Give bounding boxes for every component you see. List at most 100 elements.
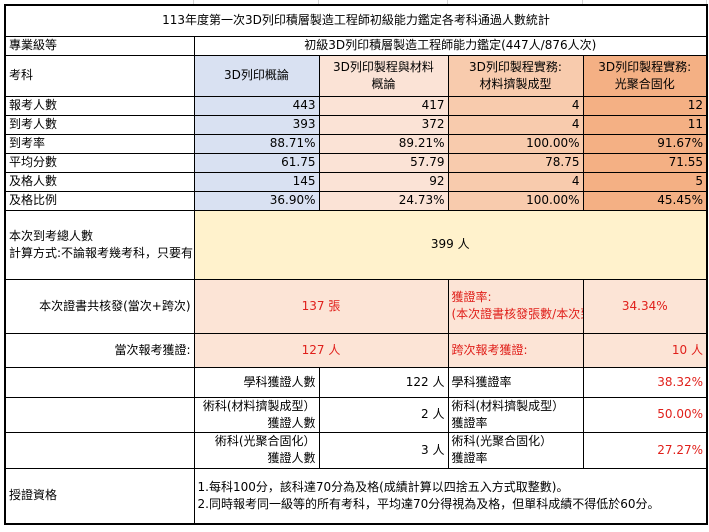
certificate-rate-title: 獲證率:: [451, 290, 492, 304]
stats-row-registered: 報考人數 443 417 4 12: [4, 95, 708, 116]
certificate-rate-value: 34.34%: [582, 278, 708, 334]
certificate-rate-label: 獲證率: (本次證書核發張數/本次到考總人數): [447, 278, 584, 334]
cell-value: 24.73%: [318, 190, 449, 211]
empty-cell: [4, 396, 195, 433]
level-label: 專業級等: [4, 35, 195, 56]
subject-header-row: 考科 3D列印概論 3D列印製程與材料 概論 3D列印製程實務: 材料擠製成型 …: [4, 54, 708, 97]
empty-cell: [4, 366, 195, 398]
rate-label-line1: 術科(光聚合固化）: [451, 434, 553, 448]
subject-3-name-line1: 3D列印製程實務:: [469, 59, 562, 74]
statistics-table: 113年度第一次3D列印積層製造工程師初級能力鑑定各考科通過人數統計 專業級等 …: [4, 4, 709, 525]
cell-value: 5: [582, 171, 708, 192]
rate-label-line1: 術科(材料擠製成型）: [451, 398, 565, 413]
row-label: 及格人數: [4, 171, 195, 192]
row-label: 平均分數: [4, 152, 195, 173]
rate-label-text: 學科獲證率: [451, 374, 512, 389]
total-attendance-value: 399 人: [193, 209, 708, 280]
row-label: 報考人數: [4, 95, 195, 116]
cell-value: 417: [318, 95, 449, 116]
total-attendance-row: 本次到考總人數 計算方式:不論報考幾考科，只要有1考科到考，即算到考。報2考科，…: [4, 209, 708, 280]
level-row: 專業級等 初級3D列印積層製造工程師能力鑑定(447人/876人次): [4, 35, 708, 56]
cross-exam-label: 跨次報考獲證:: [447, 332, 584, 368]
qualification-rules: 1.每科100分，該科達70分為及格(成績計算以四捨五入方式取整數)。 2.同時…: [193, 467, 708, 525]
certificates-value: 137 張: [193, 278, 449, 334]
cell-value: 393: [193, 114, 320, 135]
cell-value: 88.71%: [193, 133, 320, 154]
cell-value: 61.75: [193, 152, 320, 173]
rate-value: 38.32%: [582, 366, 708, 398]
stats-row-passed: 及格人數 145 92 4 5: [4, 171, 708, 192]
cell-value: 92: [318, 171, 449, 192]
subject-2-name-line2: 概論: [371, 76, 396, 91]
cell-value: 443: [193, 95, 320, 116]
breakdown-row-academic: 學科獲證人數 122 人 學科獲證率 38.32%: [4, 366, 708, 398]
rate-label: 術科(光聚合固化） 獲證率: [447, 431, 584, 469]
cell-value: 71.55: [582, 152, 708, 173]
row-label: 到考率: [4, 133, 195, 154]
count-label-line2: 獲證人數: [267, 415, 316, 430]
count-value: 2 人: [318, 396, 449, 433]
rate-value: 50.00%: [582, 396, 708, 433]
current-exam-row: 當次報考獲證: 127 人 跨次報考獲證: 10 人: [4, 332, 708, 368]
certificates-label: 本次證書共核發(當次+跨次): [4, 278, 195, 334]
qualification-rule-2: 2.同時報考同一級等的所有考科，平均達70分得視為及格，但單科成績不得低於60分…: [197, 496, 660, 511]
subject-4-name-line2: 光聚合固化: [614, 76, 675, 91]
count-label: 術科(材料擠製成型） 獲證人數: [193, 396, 320, 433]
empty-cell: [4, 431, 195, 469]
stats-row-pass-rate: 及格比例 36.90% 24.73% 100.00% 45.45%: [4, 190, 708, 211]
cell-value: 4: [447, 171, 584, 192]
rate-value: 27.27%: [582, 431, 708, 469]
subject-header-1: 3D列印概論: [193, 54, 320, 97]
cell-value: 100.00%: [447, 133, 584, 154]
subject-1-name: 3D列印概論: [224, 68, 289, 82]
stats-row-attended: 到考人數 393 372 4 11: [4, 114, 708, 135]
cell-value: 36.90%: [193, 190, 320, 211]
current-exam-value: 127 人: [193, 332, 449, 368]
total-attendance-method: 計算方式:不論報考幾考科，只要有1考科到考，即算到考。報2考科，只到考1考科也算: [9, 245, 194, 260]
cell-value: 12: [582, 95, 708, 116]
subject-header-2: 3D列印製程與材料 概論: [318, 54, 449, 97]
stats-row-average-score: 平均分數 61.75 57.79 78.75 71.55: [4, 152, 708, 173]
row-label: 及格比例: [4, 190, 195, 211]
subject-header-4: 3D列印製程實務: 光聚合固化: [582, 54, 708, 97]
qualification-label: 授證資格: [4, 467, 195, 525]
stats-row-attendance-rate: 到考率 88.71% 89.21% 100.00% 91.67%: [4, 133, 708, 154]
breakdown-row-photopolymer: 術科(光聚合固化） 獲證人數 3 人 術科(光聚合固化） 獲證率 27.27%: [4, 431, 708, 469]
cell-value: 4: [447, 95, 584, 116]
count-label: 學科獲證人數: [193, 366, 320, 398]
subject-header-3: 3D列印製程實務: 材料擠製成型: [447, 54, 584, 97]
title-row: 113年度第一次3D列印積層製造工程師初級能力鑑定各考科通過人數統計: [4, 4, 708, 37]
subject-label: 考科: [4, 54, 195, 97]
qualification-row: 授證資格 1.每科100分，該科達70分為及格(成績計算以四捨五入方式取整數)。…: [4, 467, 708, 525]
rate-label-line2: 獲證率: [451, 451, 488, 465]
subject-4-name-line1: 3D列印製程實務:: [598, 59, 692, 74]
cell-value: 11: [582, 114, 708, 135]
certificates-row: 本次證書共核發(當次+跨次) 137 張 獲證率: (本次證書核發張數/本次到考…: [4, 278, 708, 334]
cell-value: 57.79: [318, 152, 449, 173]
sheet-gridlines: [0, 0, 709, 4]
rate-label-line2: 獲證率: [451, 415, 488, 430]
cell-value: 91.67%: [582, 133, 708, 154]
total-attendance-label: 本次到考總人數 計算方式:不論報考幾考科，只要有1考科到考，即算到考。報2考科，…: [4, 209, 195, 280]
count-label-line1: 術科(材料擠製成型）: [202, 398, 316, 413]
cell-value: 372: [318, 114, 449, 135]
cell-value: 45.45%: [582, 190, 708, 211]
count-label-line1: 術科(光聚合固化）: [214, 434, 316, 448]
cell-value: 145: [193, 171, 320, 192]
subject-3-name-line2: 材料擠製成型: [479, 76, 552, 91]
count-label-line2: 獲證人數: [267, 451, 316, 465]
count-label-text: 學科獲證人數: [243, 374, 316, 389]
cell-value: 100.00%: [447, 190, 584, 211]
certificate-rate-formula: (本次證書核發張數/本次到考總人數): [451, 307, 583, 321]
cell-value: 78.75: [447, 152, 584, 173]
current-exam-label: 當次報考獲證:: [4, 332, 195, 368]
rate-label: 術科(材料擠製成型） 獲證率: [447, 396, 584, 433]
cell-value: 4: [447, 114, 584, 135]
subject-2-name-line1: 3D列印製程與材料: [333, 59, 434, 74]
count-label: 術科(光聚合固化） 獲證人數: [193, 431, 320, 469]
cross-exam-value: 10 人: [582, 332, 708, 368]
cell-value: 89.21%: [318, 133, 449, 154]
row-label: 到考人數: [4, 114, 195, 135]
table-title: 113年度第一次3D列印積層製造工程師初級能力鑑定各考科通過人數統計: [4, 4, 708, 37]
level-value: 初級3D列印積層製造工程師能力鑑定(447人/876人次): [193, 35, 708, 56]
